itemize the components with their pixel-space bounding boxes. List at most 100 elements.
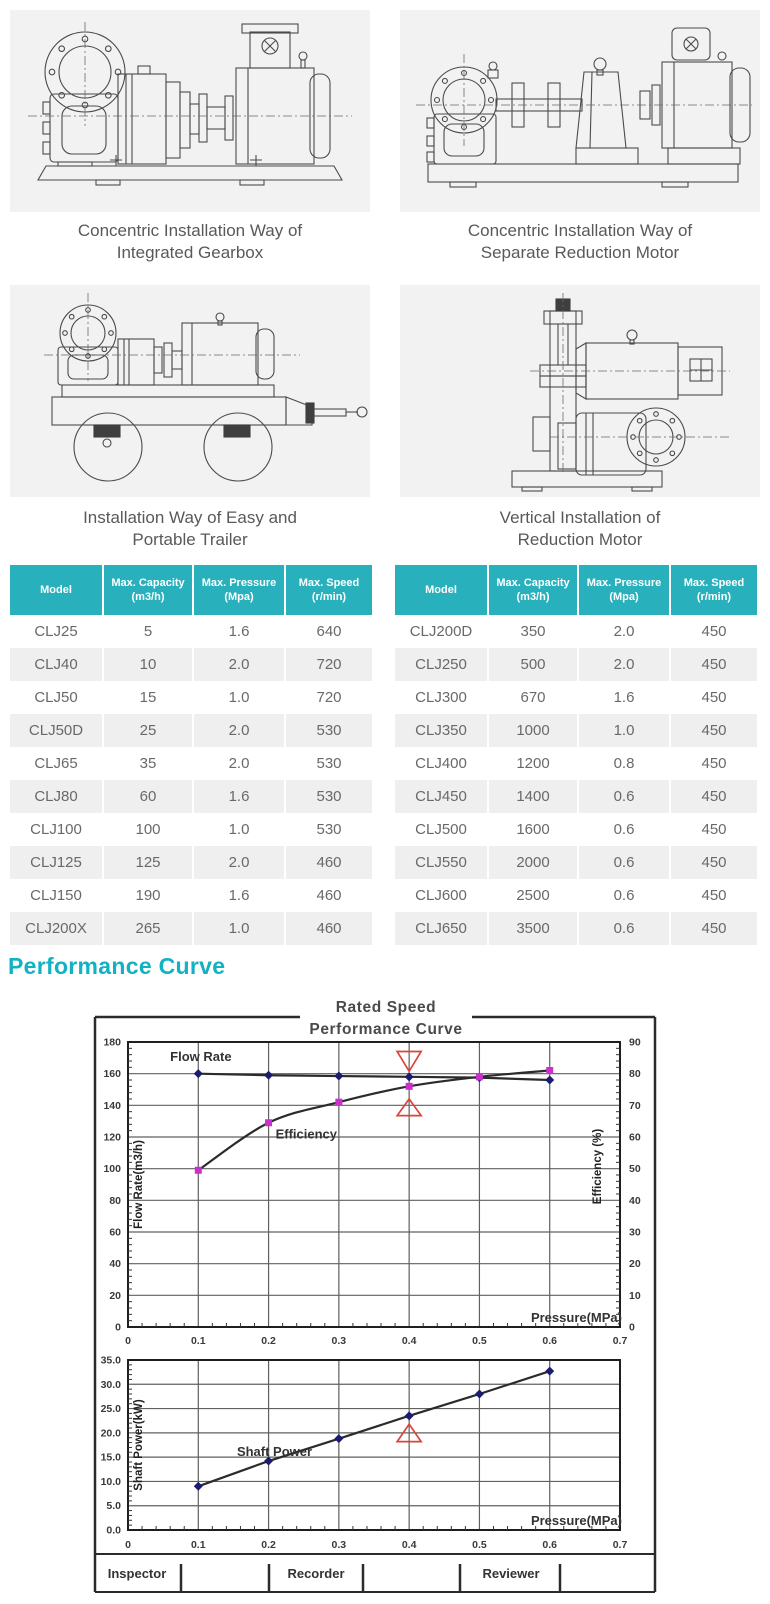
figure-portable-trailer [10,285,370,497]
svg-text:120: 120 [103,1132,121,1144]
table-cell: 1200 [489,747,577,780]
caption-line: Installation Way of Easy and [83,508,297,527]
efficiency-series [194,1067,554,1174]
shaft-power-series [193,1366,555,1491]
table-cell: 190 [104,879,192,912]
table-cell: CLJ550 [395,846,487,879]
table-cell: CLJ500 [395,813,487,846]
figure-caption: Vertical Installation of Reduction Motor [400,507,760,552]
table-cell: 530 [286,813,372,846]
svg-text:0.3: 0.3 [332,1539,347,1551]
svg-text:35.0: 35.0 [101,1355,122,1367]
caption-line: Separate Reduction Motor [480,243,680,263]
table-cell: 2.0 [579,615,669,648]
table-cell: CLJ250 [395,648,487,681]
footer-label: Inspector [108,1566,167,1581]
svg-text:0.2: 0.2 [261,1335,276,1347]
section-title-performance-curve: Performance Curve [8,953,226,979]
caption-line: Reduction Motor [517,530,643,550]
table-cell: 0.6 [579,813,669,846]
table-header-cell: Model [10,565,102,615]
table-cell: 450 [671,912,757,945]
table-cell: 1600 [489,813,577,846]
svg-text:15.0: 15.0 [101,1452,122,1464]
series-label: Flow Rate [170,1049,231,1064]
table-cell: CLJ65 [10,747,102,780]
svg-text:0.6: 0.6 [542,1539,557,1551]
svg-text:0.5: 0.5 [472,1335,487,1347]
figure-integrated-gearbox [10,10,370,212]
table-cell: 450 [671,648,757,681]
svg-text:160: 160 [103,1068,121,1080]
y-axis-label: Flow Rate(m3/h) [133,1140,145,1229]
table-header-cell: Max. Pressure (Mpa) [194,565,284,615]
series-label: Efficiency [276,1127,338,1142]
series-label: Shaft Power [237,1444,312,1459]
svg-text:30: 30 [629,1227,641,1239]
svg-text:0.5: 0.5 [472,1539,487,1551]
svg-text:0.7: 0.7 [613,1539,628,1551]
svg-text:80: 80 [629,1068,641,1080]
svg-text:80: 80 [109,1195,121,1207]
table-cell: 2.0 [194,648,284,681]
table-cell: CLJ400 [395,747,487,780]
table-cell: 460 [286,846,372,879]
svg-text:0.0: 0.0 [106,1525,121,1537]
svg-text:0.4: 0.4 [402,1335,417,1347]
table-cell: CLJ150 [10,879,102,912]
svg-text:0.3: 0.3 [332,1335,347,1347]
table-cell: CLJ25 [10,615,102,648]
chart-area: Rated Speed Performance Curve 0 20 40 60 80 100… [0,988,770,1599]
table-cell: 3500 [489,912,577,945]
table-cell: 1.6 [194,780,284,813]
table-cell: CLJ200D [395,615,487,648]
table-cell: CLJ80 [10,780,102,813]
svg-text:50: 50 [629,1163,641,1175]
triangle-down-annotation [395,1050,423,1073]
table-cell: 1400 [489,780,577,813]
table-cell: 265 [104,912,192,945]
table-cell: 530 [286,780,372,813]
table-cell: 2.0 [194,747,284,780]
caption-line: Concentric Installation Way of [467,221,693,240]
svg-text:20.0: 20.0 [101,1427,122,1439]
svg-text:10: 10 [629,1290,641,1302]
svg-text:20: 20 [109,1290,121,1302]
table-cell: 0.6 [579,846,669,879]
svg-text:0.1: 0.1 [191,1539,206,1551]
table-cell: 670 [489,681,577,714]
svg-text:140: 140 [103,1100,121,1112]
table-cell: 450 [671,681,757,714]
table-cell: 2000 [489,846,577,879]
table-cell: 15 [104,681,192,714]
table-cell: 460 [286,912,372,945]
table-cell: 450 [671,813,757,846]
footer-label: Recorder [287,1566,344,1581]
table-cell: CLJ300 [395,681,487,714]
table-cell: CLJ200X [10,912,102,945]
table-cell: 10 [104,648,192,681]
table-cell: 5 [104,615,192,648]
svg-text:0.6: 0.6 [542,1335,557,1347]
integrated-gearbox-drawing [28,22,352,186]
svg-text:40: 40 [109,1258,121,1270]
table-cell: CLJ50D [10,714,102,747]
table-cell: 125 [104,846,192,879]
svg-text:5.0: 5.0 [106,1500,121,1512]
table-cell: 1.0 [579,714,669,747]
table-cell: 450 [671,747,757,780]
spec-table-right: Model Max. Capacity (m3/h) Max. Pressure (Mp… [395,565,757,945]
table-cell: 720 [286,648,372,681]
table-cell: CLJ600 [395,879,487,912]
table-cell: 530 [286,714,372,747]
separate-reduction-motor-drawing [416,27,752,188]
table-cell: CLJ100 [10,813,102,846]
figure-vertical-installation [400,285,760,497]
table-cell: CLJ650 [395,912,487,945]
table-cell: 640 [286,615,372,648]
table-cell: 0.8 [579,747,669,780]
table-cell: 1.0 [194,813,284,846]
table-cell: 25 [104,714,192,747]
